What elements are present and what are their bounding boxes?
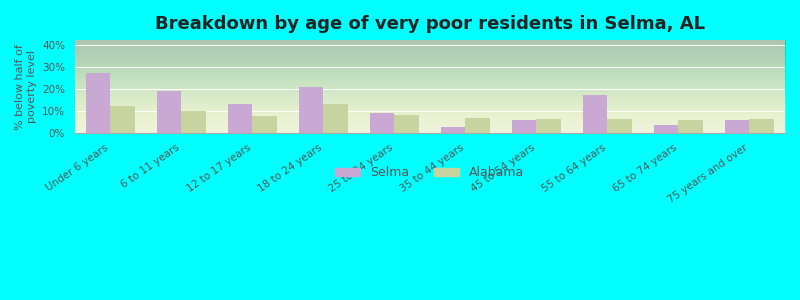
- Bar: [678, 120, 703, 133]
- Bar: [441, 128, 466, 133]
- Bar: [537, 118, 562, 133]
- Bar: [582, 95, 607, 133]
- Bar: [512, 120, 537, 133]
- Bar: [370, 113, 394, 133]
- Bar: [394, 115, 419, 133]
- Bar: [253, 116, 278, 133]
- Bar: [86, 73, 110, 133]
- Bar: [466, 118, 490, 133]
- Bar: [182, 111, 206, 133]
- Bar: [227, 104, 253, 133]
- Bar: [110, 106, 135, 133]
- Bar: [323, 104, 348, 133]
- Bar: [298, 87, 323, 133]
- Bar: [157, 91, 182, 133]
- Y-axis label: % below half of
poverty level: % below half of poverty level: [15, 44, 37, 130]
- Bar: [750, 118, 774, 133]
- Bar: [725, 120, 750, 133]
- Bar: [654, 125, 678, 133]
- Legend: Selma, Alabama: Selma, Alabama: [330, 161, 530, 184]
- Title: Breakdown by age of very poor residents in Selma, AL: Breakdown by age of very poor residents …: [155, 15, 705, 33]
- Bar: [607, 118, 632, 133]
